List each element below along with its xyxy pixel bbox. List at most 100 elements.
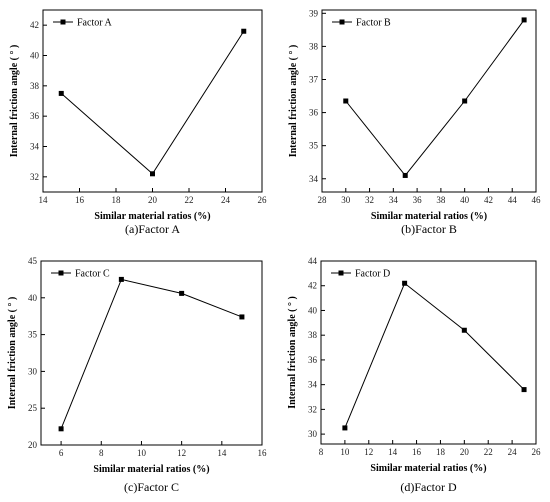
data-point <box>58 90 64 96</box>
x-tick-label: 46 <box>532 195 542 205</box>
data-point <box>402 280 408 286</box>
x-tick-label: 22 <box>484 447 493 457</box>
x-tick-label: 40 <box>460 195 470 205</box>
panel-caption: (c)Factor C <box>124 480 179 494</box>
x-tick-label: 16 <box>412 447 422 457</box>
y-tick-label: 38 <box>309 41 319 51</box>
data-point <box>179 290 185 296</box>
x-tick-label: 26 <box>532 447 542 457</box>
y-tick-label: 40 <box>30 51 40 61</box>
y-tick-label: 34 <box>30 142 40 152</box>
y-tick-label: 25 <box>28 403 38 413</box>
x-tick-label: 14 <box>39 195 49 205</box>
y-tick-label: 45 <box>28 256 38 266</box>
y-tick-label: 42 <box>30 20 39 30</box>
y-tick-label: 36 <box>30 111 40 121</box>
legend-marker <box>338 270 344 276</box>
panel-caption: (a)Factor A <box>125 222 180 236</box>
x-tick-label: 12 <box>364 447 373 457</box>
x-tick-label: 10 <box>137 448 147 458</box>
data-point <box>150 171 155 177</box>
x-tick-label: 32 <box>365 195 374 205</box>
x-tick-label: 16 <box>258 448 268 458</box>
y-axis-title: Internal friction angle ( ° ) <box>288 45 299 158</box>
y-tick-label: 20 <box>28 440 38 450</box>
x-axis-title: Similar material ratios (%) <box>94 211 210 222</box>
legend-label: Factor D <box>355 269 390 280</box>
x-tick-label: 20 <box>148 195 158 205</box>
data-point <box>241 28 247 34</box>
x-tick-label: 24 <box>221 195 231 205</box>
legend-label: Factor C <box>75 269 110 280</box>
x-tick-label: 42 <box>484 195 493 205</box>
x-tick-label: 36 <box>413 195 423 205</box>
chart-panel-1: 14 16 18 20 22 24 26 32 34 36 38 40 42 Similar materi… <box>9 9 268 236</box>
x-axis-title: Similar material ratios (%) <box>371 211 487 222</box>
legend-label: Factor B <box>356 18 391 29</box>
panel-caption: (d)Factor D <box>400 480 457 494</box>
x-tick-label: 12 <box>177 448 186 458</box>
x-tick-label: 30 <box>341 195 351 205</box>
y-tick-label: 36 <box>309 108 319 118</box>
y-tick-label: 32 <box>30 172 39 182</box>
x-tick-label: 8 <box>319 447 324 457</box>
x-tick-label: 14 <box>217 448 227 458</box>
series-line <box>60 30 245 175</box>
legend-marker <box>60 19 66 25</box>
data-point <box>521 17 527 23</box>
data-point <box>521 387 527 393</box>
data-point <box>343 98 349 104</box>
x-tick-label: 38 <box>436 195 446 205</box>
x-tick-label: 26 <box>258 195 268 205</box>
x-tick-label: 10 <box>340 447 350 457</box>
x-tick-label: 18 <box>112 195 122 205</box>
y-tick-label: 35 <box>309 141 319 151</box>
y-axis-title: Internal friction angle ( ° ) <box>9 45 20 158</box>
plot-frame <box>320 260 537 445</box>
data-point <box>239 314 245 320</box>
y-tick-label: 37 <box>309 74 319 84</box>
y-tick-label: 39 <box>309 8 319 18</box>
panel-caption: (b)Factor B <box>401 222 457 236</box>
y-tick-label: 34 <box>308 380 318 390</box>
chart-panel-3: 6 8 10 12 14 16 20 25 30 35 40 45 Similar material r… <box>7 256 267 494</box>
data-point <box>342 425 348 431</box>
x-tick-label: 8 <box>99 448 104 458</box>
x-tick-label: 20 <box>460 447 470 457</box>
data-point <box>461 327 467 333</box>
x-tick-label: 14 <box>388 447 398 457</box>
plot-frame <box>321 9 537 193</box>
x-tick-label: 34 <box>389 195 399 205</box>
x-tick-label: 44 <box>508 195 518 205</box>
y-tick-label: 40 <box>28 293 38 303</box>
series-line <box>345 19 525 177</box>
y-tick-label: 32 <box>308 404 317 414</box>
x-tick-label: 6 <box>59 448 64 458</box>
series-line <box>60 278 243 429</box>
y-tick-label: 35 <box>28 330 38 340</box>
y-tick-label: 44 <box>308 256 318 266</box>
x-tick-label: 16 <box>75 195 85 205</box>
legend-label: Factor A <box>77 18 112 29</box>
legend-marker <box>58 270 64 276</box>
x-axis-title: Similar material ratios (%) <box>370 463 486 474</box>
plot-frame <box>42 9 263 193</box>
series-line <box>344 282 525 429</box>
data-point <box>462 98 468 104</box>
y-tick-label: 30 <box>308 429 318 439</box>
data-point <box>402 172 408 178</box>
x-tick-label: 28 <box>318 195 328 205</box>
y-tick-label: 36 <box>308 355 318 365</box>
x-tick-label: 18 <box>436 447 446 457</box>
y-axis-title: Internal friction angle ( ° ) <box>7 297 18 410</box>
legend-marker <box>339 19 345 25</box>
y-tick-label: 40 <box>308 305 318 315</box>
x-tick-label: 22 <box>185 195 194 205</box>
y-tick-label: 42 <box>308 281 317 291</box>
y-tick-label: 30 <box>28 366 38 376</box>
y-tick-label: 34 <box>309 174 319 184</box>
chart-panel-2: 28 30 32 34 36 38 40 42 44 46 34 35 36 37 38 39 Similar … <box>288 8 541 236</box>
y-axis-title: Internal friction angle ( ° ) <box>287 296 298 409</box>
x-axis-title: Similar material ratios (%) <box>93 464 209 475</box>
